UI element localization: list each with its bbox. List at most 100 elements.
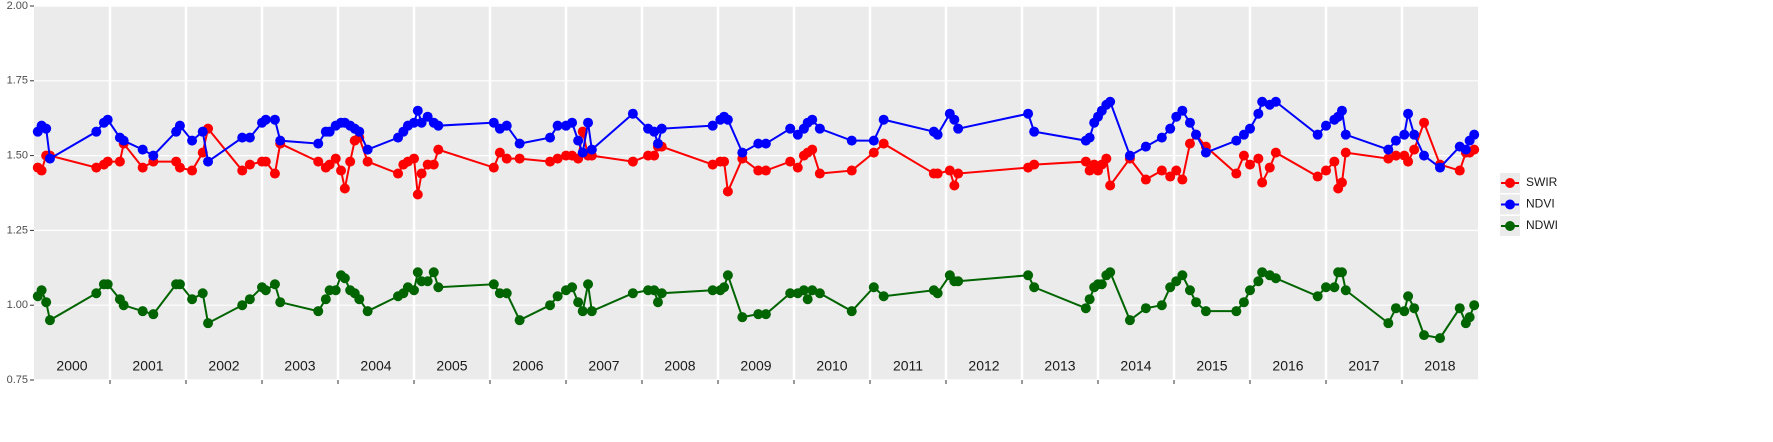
point [707, 120, 718, 131]
point [1191, 297, 1202, 308]
point [345, 156, 356, 167]
point [275, 135, 286, 146]
point [1023, 108, 1034, 119]
point [737, 312, 748, 323]
point [91, 162, 102, 173]
point [41, 123, 52, 134]
point [1124, 315, 1135, 326]
year-label: 2012 [968, 358, 999, 374]
point [137, 144, 148, 155]
point [1238, 150, 1249, 161]
point [1321, 165, 1331, 176]
point [656, 123, 667, 134]
point [237, 300, 248, 311]
point [583, 117, 594, 128]
point [114, 156, 125, 167]
point [412, 189, 423, 200]
y-tick-label: 1.00 [7, 299, 28, 311]
point [1257, 177, 1268, 188]
point [174, 162, 185, 173]
point [1403, 291, 1414, 302]
point [330, 285, 341, 296]
y-tick-label: 1.25 [7, 224, 28, 236]
year-label: 2000 [56, 358, 87, 374]
point [501, 120, 512, 131]
point [868, 135, 879, 146]
point [722, 186, 733, 197]
y-tick-label: 1.75 [7, 75, 28, 87]
point [1200, 147, 1211, 158]
point [260, 156, 271, 167]
point [1403, 156, 1414, 167]
point [1383, 153, 1394, 164]
year-label: 2018 [1424, 358, 1455, 374]
point [339, 183, 350, 194]
year-label: 2014 [1120, 358, 1151, 374]
point [1029, 159, 1040, 170]
point [953, 123, 964, 134]
point [137, 306, 148, 317]
panel [34, 6, 1478, 380]
point [1029, 126, 1040, 137]
point [567, 282, 578, 293]
point [1403, 108, 1414, 119]
point [1177, 270, 1188, 281]
point [949, 114, 960, 125]
legend-point [1505, 178, 1515, 188]
year-label: 2005 [436, 358, 467, 374]
point [197, 126, 208, 137]
point [1191, 129, 1202, 140]
y-tick-label: 0.75 [7, 374, 28, 386]
point [118, 300, 129, 311]
point [932, 288, 943, 299]
point [244, 159, 255, 170]
point [649, 126, 660, 137]
point [953, 168, 964, 179]
legend-label: NDWI [1526, 218, 1558, 232]
point [1156, 300, 1167, 311]
point [760, 138, 771, 149]
point [932, 129, 943, 140]
point [244, 132, 255, 143]
point [1409, 144, 1420, 155]
point [760, 165, 771, 176]
point [187, 135, 198, 146]
point [501, 288, 512, 299]
point [586, 306, 597, 317]
point [1124, 150, 1135, 161]
point [1312, 171, 1323, 182]
point [1435, 333, 1445, 344]
year-label: 2015 [1196, 358, 1227, 374]
point [494, 288, 505, 299]
point [1171, 165, 1182, 176]
point [577, 147, 588, 158]
year-label: 2008 [664, 358, 695, 374]
point [1140, 303, 1151, 314]
legend-point [1505, 199, 1515, 210]
point [649, 150, 660, 161]
point [760, 309, 771, 320]
point [275, 297, 286, 308]
point [846, 306, 857, 317]
point [807, 114, 818, 125]
point [1105, 96, 1116, 107]
point [494, 147, 505, 158]
point [719, 282, 730, 293]
point [1245, 123, 1255, 134]
point [1156, 132, 1167, 143]
point [1105, 267, 1116, 278]
point [868, 147, 879, 158]
point [1029, 282, 1040, 293]
point [409, 153, 419, 164]
point [187, 294, 198, 305]
y-tick-label: 2.00 [7, 0, 28, 12]
point [501, 153, 512, 164]
point [433, 144, 444, 155]
point [1312, 129, 1323, 140]
point [362, 156, 373, 167]
point [1184, 117, 1195, 128]
point [792, 162, 803, 173]
point [814, 288, 825, 299]
point [567, 117, 578, 128]
year-label: 2001 [132, 358, 163, 374]
